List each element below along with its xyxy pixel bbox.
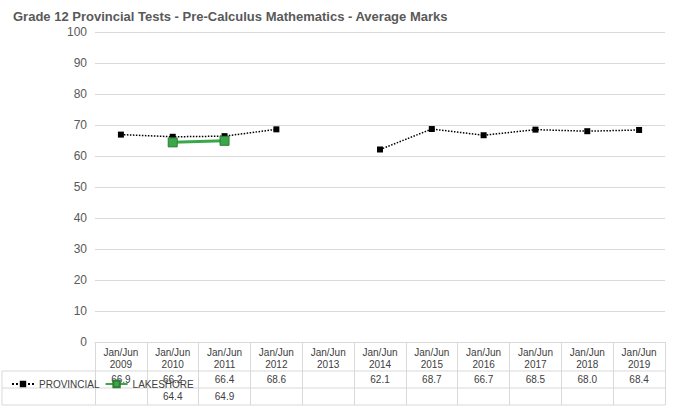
svg-text:LAKESHORE: LAKESHORE xyxy=(133,379,194,390)
svg-text:68.6: 68.6 xyxy=(267,374,287,385)
svg-text:90: 90 xyxy=(74,56,88,70)
svg-text:Jan/Jun: Jan/Jun xyxy=(362,347,397,358)
svg-text:2012: 2012 xyxy=(265,359,288,370)
svg-text:Jan/Jun: Jan/Jun xyxy=(622,347,657,358)
svg-text:50: 50 xyxy=(74,180,88,194)
svg-text:Jan/Jun: Jan/Jun xyxy=(466,347,501,358)
svg-text:62.1: 62.1 xyxy=(370,374,390,385)
svg-text:64.9: 64.9 xyxy=(215,391,235,402)
svg-text:68.4: 68.4 xyxy=(629,374,649,385)
svg-text:68.7: 68.7 xyxy=(422,374,442,385)
svg-text:2019: 2019 xyxy=(628,359,651,370)
svg-text:2011: 2011 xyxy=(214,359,236,370)
svg-text:Jan/Jun: Jan/Jun xyxy=(103,347,138,358)
svg-text:66.7: 66.7 xyxy=(474,374,494,385)
svg-text:66.9: 66.9 xyxy=(111,374,131,385)
svg-text:30: 30 xyxy=(74,242,88,256)
svg-text:66.4: 66.4 xyxy=(215,374,235,385)
svg-text:2010: 2010 xyxy=(162,359,185,370)
svg-text:70: 70 xyxy=(74,118,88,132)
svg-text:Jan/Jun: Jan/Jun xyxy=(155,347,190,358)
svg-text:2016: 2016 xyxy=(473,359,496,370)
svg-text:10: 10 xyxy=(74,304,88,318)
svg-text:Jan/Jun: Jan/Jun xyxy=(570,347,605,358)
svg-text:60: 60 xyxy=(74,149,88,163)
svg-text:2009: 2009 xyxy=(110,359,133,370)
svg-text:Jan/Jun: Jan/Jun xyxy=(207,347,242,358)
svg-text:80: 80 xyxy=(74,87,88,101)
svg-text:64.4: 64.4 xyxy=(163,391,183,402)
svg-text:2014: 2014 xyxy=(369,359,392,370)
svg-text:PROVINCIAL: PROVINCIAL xyxy=(39,379,100,390)
svg-text:Jan/Jun: Jan/Jun xyxy=(414,347,449,358)
svg-text:Jan/Jun: Jan/Jun xyxy=(259,347,294,358)
svg-text:2017: 2017 xyxy=(524,359,547,370)
svg-text:2015: 2015 xyxy=(421,359,444,370)
svg-text:68.5: 68.5 xyxy=(526,374,546,385)
svg-text:0: 0 xyxy=(80,335,87,349)
svg-text:100: 100 xyxy=(67,25,87,39)
svg-text:2013: 2013 xyxy=(317,359,340,370)
svg-text:Grade 12 Provincial Tests - Pr: Grade 12 Provincial Tests - Pre-Calculus… xyxy=(13,9,447,24)
svg-text:2018: 2018 xyxy=(576,359,599,370)
svg-text:20: 20 xyxy=(74,273,88,287)
svg-text:40: 40 xyxy=(74,211,88,225)
svg-text:Jan/Jun: Jan/Jun xyxy=(311,347,346,358)
svg-text:Jan/Jun: Jan/Jun xyxy=(518,347,553,358)
svg-text:68.0: 68.0 xyxy=(578,374,598,385)
